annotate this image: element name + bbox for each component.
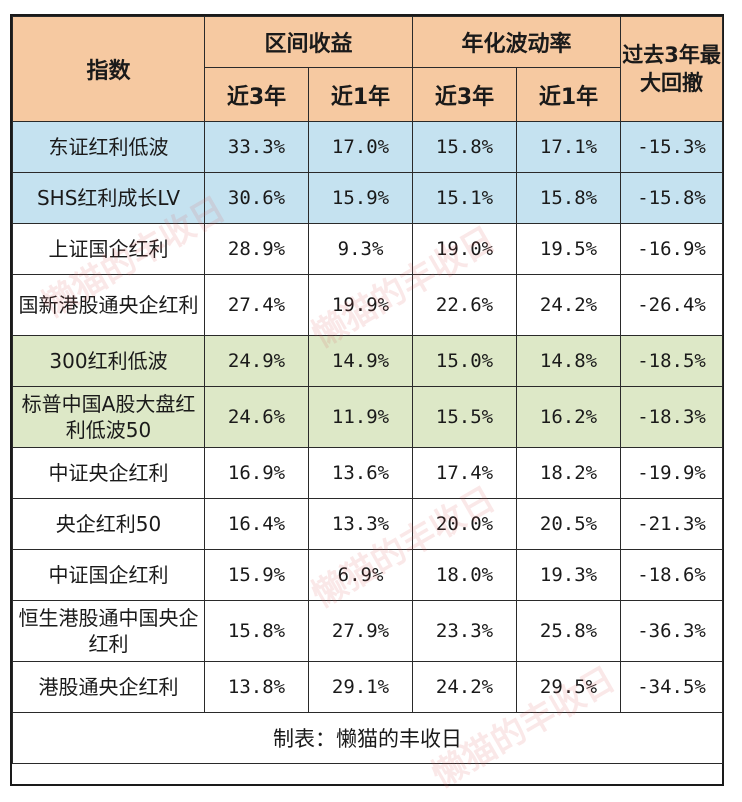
max-drawdown: -16.9% — [620, 223, 724, 275]
header-max-drawdown: 过去3年最大回撤 — [620, 16, 724, 122]
table-row: 央企红利50 16.4% 13.3% 20.0% 20.5% -21.3% — [12, 498, 724, 550]
volatility-1y: 19.5% — [516, 223, 622, 275]
volatility-3y: 22.6% — [412, 274, 518, 336]
return-1y: 29.1% — [307, 661, 414, 713]
return-1y: 11.9% — [307, 386, 414, 448]
return-3y: 13.8% — [204, 661, 309, 713]
index-name: 恒生港股通中国央企红利 — [12, 600, 205, 662]
return-1y: 13.3% — [307, 498, 414, 550]
table-row: 上证国企红利 28.9% 9.3% 19.0% 19.5% -16.9% — [12, 223, 724, 275]
return-3y: 33.3% — [204, 121, 309, 173]
table-row: 恒生港股通中国央企红利 15.8% 27.9% 23.3% 25.8% -36.… — [12, 600, 724, 662]
volatility-3y: 19.0% — [412, 223, 518, 275]
volatility-1y: 18.2% — [516, 447, 622, 499]
volatility-3y: 15.0% — [412, 335, 518, 387]
volatility-3y: 15.8% — [412, 121, 518, 173]
index-name: 国新港股通央企红利 — [12, 274, 205, 336]
table-frame: 指数 区间收益 年化波动率 过去3年最大回撤 近3年 近1年 近3年 近1年 东… — [10, 14, 724, 786]
volatility-1y: 20.5% — [516, 498, 622, 550]
max-drawdown: -21.3% — [620, 498, 724, 550]
header-return-1y: 近1年 — [307, 67, 414, 122]
table-row: 中证国企红利 15.9% 6.9% 18.0% 19.3% -18.6% — [12, 549, 724, 601]
max-drawdown: -19.9% — [620, 447, 724, 499]
return-1y: 17.0% — [307, 121, 414, 173]
index-name: 港股通央企红利 — [12, 661, 205, 713]
max-drawdown: -15.3% — [620, 121, 724, 173]
return-3y: 28.9% — [204, 223, 309, 275]
table-row: 港股通央企红利 13.8% 29.1% 24.2% 29.5% -34.5% — [12, 661, 724, 713]
header-vol-1y: 近1年 — [516, 67, 622, 122]
footer-row: 制表：懒猫的丰收日 — [11, 712, 724, 764]
index-name: 中证央企红利 — [12, 447, 205, 499]
return-1y: 14.9% — [307, 335, 414, 387]
return-1y: 6.9% — [307, 549, 414, 601]
volatility-1y: 19.3% — [516, 549, 622, 601]
return-1y: 19.9% — [307, 274, 414, 336]
table-row: 东证红利低波 33.3% 17.0% 15.8% 17.1% -15.3% — [12, 121, 724, 173]
return-3y: 30.6% — [204, 172, 309, 224]
volatility-3y: 23.3% — [412, 600, 518, 662]
volatility-3y: 15.5% — [412, 386, 518, 448]
volatility-1y: 16.2% — [516, 386, 622, 448]
max-drawdown: -18.5% — [620, 335, 724, 387]
index-name: 中证国企红利 — [12, 549, 205, 601]
index-name: 标普中国A股大盘红利低波50 — [12, 386, 205, 448]
header-vol-3y: 近3年 — [412, 67, 518, 122]
return-3y: 16.9% — [204, 447, 309, 499]
max-drawdown: -18.3% — [620, 386, 724, 448]
return-1y: 13.6% — [307, 447, 414, 499]
header-index: 指数 — [12, 16, 205, 122]
volatility-1y: 14.8% — [516, 335, 622, 387]
header-period-return: 区间收益 — [203, 16, 414, 68]
return-3y: 16.4% — [204, 498, 309, 550]
index-name: 300红利低波 — [12, 335, 205, 387]
volatility-1y: 25.8% — [516, 600, 622, 662]
table-row: SHS红利成长LV 30.6% 15.9% 15.1% 15.8% -15.8% — [12, 172, 724, 224]
volatility-1y: 29.5% — [516, 661, 622, 713]
table-credit: 制表：懒猫的丰收日 — [11, 712, 724, 764]
index-name: 上证国企红利 — [12, 223, 205, 275]
volatility-1y: 15.8% — [516, 172, 622, 224]
return-1y: 15.9% — [307, 172, 414, 224]
volatility-3y: 15.1% — [412, 172, 518, 224]
dividend-index-table: 指数 区间收益 年化波动率 过去3年最大回撤 近3年 近1年 近3年 近1年 东… — [11, 16, 724, 764]
volatility-1y: 24.2% — [516, 274, 622, 336]
index-name: 东证红利低波 — [12, 121, 205, 173]
return-3y: 24.6% — [204, 386, 309, 448]
max-drawdown: -34.5% — [620, 661, 724, 713]
return-3y: 24.9% — [204, 335, 309, 387]
return-1y: 27.9% — [307, 600, 414, 662]
return-1y: 9.3% — [307, 223, 414, 275]
return-3y: 15.8% — [204, 600, 309, 662]
table-row: 国新港股通央企红利 27.4% 19.9% 22.6% 24.2% -26.4% — [12, 274, 724, 336]
index-name: 央企红利50 — [12, 498, 205, 550]
return-3y: 27.4% — [204, 274, 309, 336]
volatility-3y: 24.2% — [412, 661, 518, 713]
table-row: 标普中国A股大盘红利低波50 24.6% 11.9% 15.5% 16.2% -… — [12, 386, 724, 448]
header-return-3y: 近3年 — [204, 67, 309, 122]
max-drawdown: -15.8% — [620, 172, 724, 224]
volatility-3y: 20.0% — [412, 498, 518, 550]
volatility-3y: 18.0% — [412, 549, 518, 601]
header-annual-volatility: 年化波动率 — [412, 16, 622, 68]
max-drawdown: -36.3% — [620, 600, 724, 662]
return-3y: 15.9% — [204, 549, 309, 601]
index-name: SHS红利成长LV — [12, 172, 205, 224]
max-drawdown: -26.4% — [620, 274, 724, 336]
volatility-3y: 17.4% — [412, 447, 518, 499]
max-drawdown: -18.6% — [620, 549, 724, 601]
table-row: 中证央企红利 16.9% 13.6% 17.4% 18.2% -19.9% — [12, 447, 724, 499]
volatility-1y: 17.1% — [516, 121, 622, 173]
table-row: 300红利低波 24.9% 14.9% 15.0% 14.8% -18.5% — [12, 335, 724, 387]
